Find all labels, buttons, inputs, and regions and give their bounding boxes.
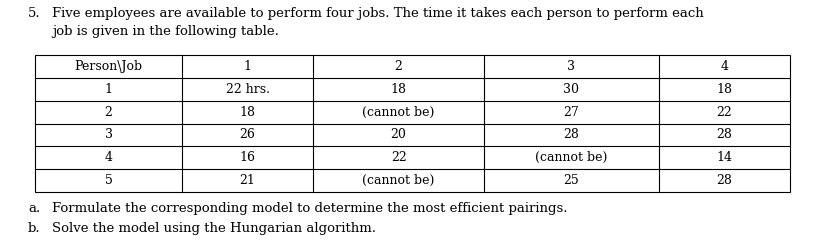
Text: Solve the model using the Hungarian algorithm.: Solve the model using the Hungarian algo… xyxy=(52,222,376,235)
Text: 22: 22 xyxy=(716,106,733,119)
Text: 14: 14 xyxy=(716,151,733,164)
Text: 20: 20 xyxy=(391,128,406,141)
Text: Formulate the corresponding model to determine the most efficient pairings.: Formulate the corresponding model to det… xyxy=(52,202,567,215)
Text: 18: 18 xyxy=(240,106,255,119)
Bar xyxy=(35,55,790,192)
Text: (cannot be): (cannot be) xyxy=(363,106,435,119)
Text: 3: 3 xyxy=(105,128,112,141)
Text: 28: 28 xyxy=(716,128,733,141)
Text: 22 hrs.: 22 hrs. xyxy=(225,83,270,96)
Text: 4: 4 xyxy=(105,151,112,164)
Text: 25: 25 xyxy=(563,174,580,187)
Text: (cannot be): (cannot be) xyxy=(535,151,607,164)
Text: 5: 5 xyxy=(105,174,112,187)
Text: 5.: 5. xyxy=(28,7,41,20)
Text: Person\Job: Person\Job xyxy=(75,60,142,73)
Text: 28: 28 xyxy=(716,174,733,187)
Text: 26: 26 xyxy=(240,128,255,141)
Text: a.: a. xyxy=(28,202,41,215)
Text: b.: b. xyxy=(28,222,41,235)
Text: 18: 18 xyxy=(390,83,406,96)
Text: 4: 4 xyxy=(720,60,728,73)
Text: Five employees are available to perform four jobs. The time it takes each person: Five employees are available to perform … xyxy=(52,7,704,38)
Text: 21: 21 xyxy=(240,174,255,187)
Text: 1: 1 xyxy=(105,83,112,96)
Text: 16: 16 xyxy=(240,151,255,164)
Text: 18: 18 xyxy=(716,83,733,96)
Text: 27: 27 xyxy=(563,106,580,119)
Text: 28: 28 xyxy=(563,128,580,141)
Text: 1: 1 xyxy=(244,60,251,73)
Text: 22: 22 xyxy=(391,151,406,164)
Text: 30: 30 xyxy=(563,83,580,96)
Text: 2: 2 xyxy=(105,106,112,119)
Text: (cannot be): (cannot be) xyxy=(363,174,435,187)
Text: 2: 2 xyxy=(394,60,402,73)
Text: 3: 3 xyxy=(567,60,576,73)
